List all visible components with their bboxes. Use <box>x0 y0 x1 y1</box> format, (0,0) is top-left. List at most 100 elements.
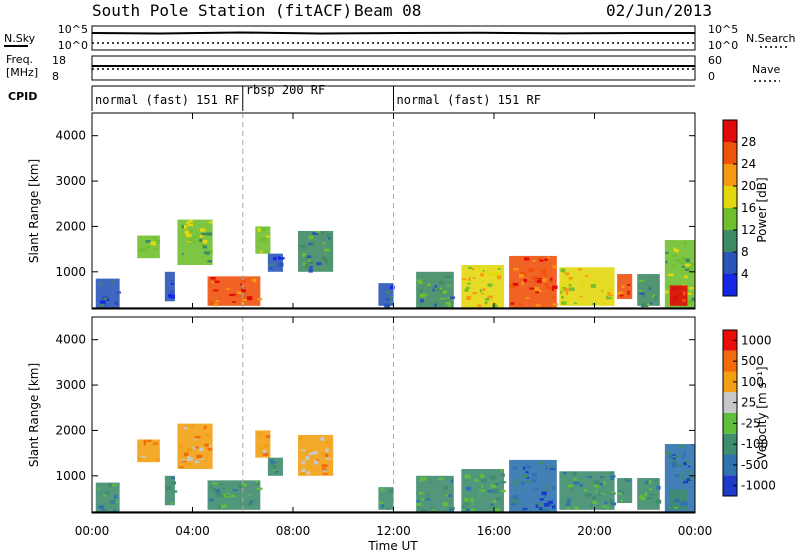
velocity-plot: 1000 2000 3000 4000 <box>55 316 696 514</box>
data-speckle <box>587 493 592 497</box>
data-speckle <box>200 232 207 236</box>
data-speckle <box>200 234 203 238</box>
data-speckle <box>544 283 549 287</box>
data-speckle <box>259 238 265 242</box>
data-speckle <box>596 278 602 282</box>
data-speckle <box>308 243 314 246</box>
data-speckle <box>171 481 177 485</box>
data-speckle <box>178 466 184 468</box>
data-speckle <box>673 295 678 300</box>
data-speckle <box>242 298 247 301</box>
data-speckle <box>572 478 578 481</box>
data-speckle <box>146 246 151 249</box>
data-speckle <box>324 248 330 252</box>
data-speckle <box>617 492 623 496</box>
data-speckle <box>200 242 206 246</box>
data-speckle <box>667 506 670 510</box>
data-speckle <box>686 292 692 295</box>
data-speckle <box>685 470 691 473</box>
power-ylabel: Slant Range [km] <box>27 159 41 263</box>
data-speckle <box>220 504 227 509</box>
data-speckle <box>519 273 524 278</box>
data-speckle <box>684 263 690 267</box>
data-speckle <box>560 268 566 273</box>
data-speckle <box>546 286 552 290</box>
data-speckle <box>684 275 688 279</box>
data-speckle <box>256 487 263 490</box>
data-speckle <box>510 302 515 305</box>
data-speckle <box>674 454 680 458</box>
data-speckle <box>683 480 689 484</box>
data-speckle <box>641 303 644 308</box>
data-speckle <box>143 441 146 446</box>
data-speckle <box>242 296 246 299</box>
data-speckle <box>273 469 276 472</box>
data-speckle <box>509 283 516 288</box>
data-speckle <box>627 290 630 295</box>
data-speckle <box>147 439 152 442</box>
data-speckle <box>518 303 523 306</box>
data-speckle <box>552 265 558 269</box>
data-speckle <box>569 487 573 491</box>
data-speckle <box>264 444 269 448</box>
data-speckle <box>671 264 678 267</box>
data-speckle <box>490 503 494 506</box>
data-speckle <box>445 301 451 305</box>
data-speckle <box>532 260 536 262</box>
colorbar-swatch <box>723 330 737 351</box>
data-speckle <box>638 279 645 282</box>
data-speckle <box>108 482 112 487</box>
data-speckle <box>609 499 615 504</box>
data-speckle <box>590 503 593 507</box>
data-speckle <box>388 489 394 493</box>
data-speckle <box>655 499 662 504</box>
data-speckle <box>681 501 688 505</box>
data-speckle <box>610 491 615 494</box>
colorbar-swatch <box>723 252 737 274</box>
colorbar-tick-label: 28 <box>741 135 756 149</box>
data-speckle <box>419 299 424 303</box>
data-speckle <box>490 475 496 480</box>
colorbar-tick-label: -25 <box>741 416 761 430</box>
data-speckle <box>500 473 505 477</box>
data-speckle <box>184 230 189 235</box>
colorbar-swatch <box>723 186 737 208</box>
data-speckle <box>487 272 492 277</box>
data-speckle <box>302 262 306 266</box>
data-speckle <box>438 477 444 481</box>
data-speckle <box>216 492 223 497</box>
data-speckle <box>584 275 589 277</box>
data-speckle <box>143 439 147 443</box>
data-speckle <box>532 276 537 280</box>
data-speckle <box>186 448 193 452</box>
data-speckle <box>105 491 110 495</box>
data-speckle <box>472 292 477 295</box>
data-speckle <box>487 283 493 287</box>
data-speckle <box>240 283 243 286</box>
data-speckle <box>382 489 386 492</box>
data-speckle <box>602 301 605 305</box>
data-speckle <box>325 441 330 445</box>
data-speckle <box>547 500 554 504</box>
data-speckle <box>101 509 107 511</box>
data-speckle <box>552 285 558 289</box>
data-speckle <box>325 259 328 264</box>
data-speckle <box>579 295 583 298</box>
data-speckle <box>552 303 559 306</box>
data-speckle <box>671 491 676 494</box>
nsky-panel: N.Sky 10^5 10^0 10^5 10^0 N.Search <box>4 23 796 52</box>
data-speckle <box>669 450 672 455</box>
data-speckle <box>303 255 308 259</box>
data-speckle <box>551 287 555 291</box>
data-speckle <box>419 293 426 298</box>
data-speckle <box>170 283 175 285</box>
data-speckle <box>579 483 583 487</box>
data-speckle <box>99 282 103 286</box>
data-speckle <box>622 492 625 494</box>
data-speckle <box>434 303 437 307</box>
data-speckle <box>541 270 547 275</box>
y-tick-label: 4000 <box>55 333 86 347</box>
data-speckle <box>199 238 203 243</box>
data-speckle <box>301 460 306 465</box>
data-speckle <box>273 256 277 261</box>
